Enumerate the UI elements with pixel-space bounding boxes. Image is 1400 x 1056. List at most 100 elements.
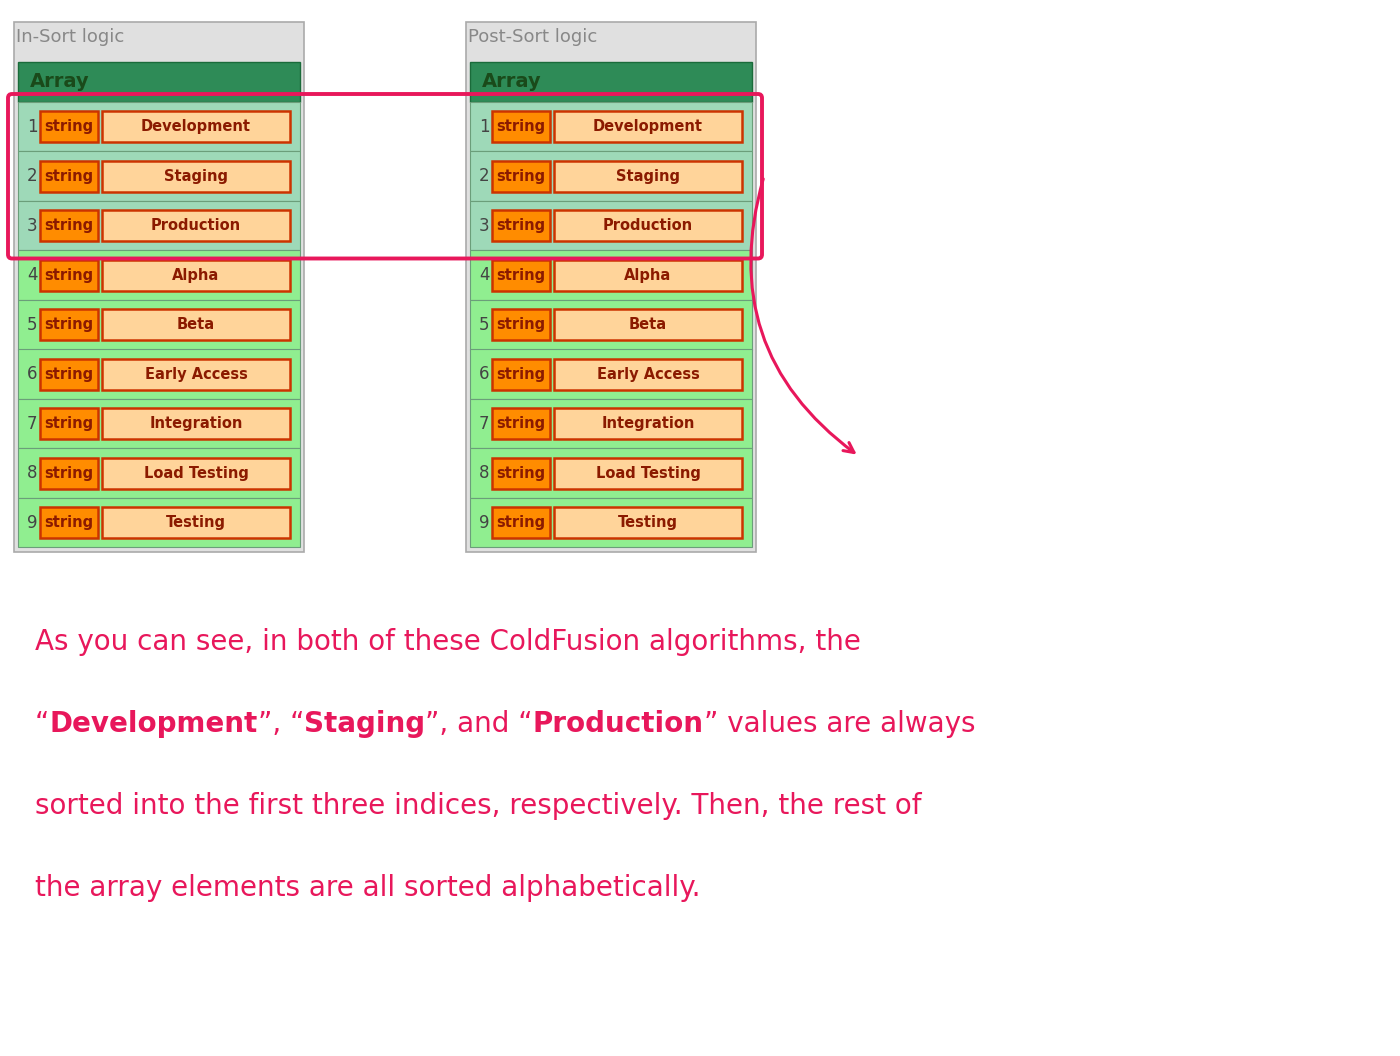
Bar: [554, 507, 742, 539]
Text: string: string: [497, 268, 546, 283]
Text: string: string: [45, 219, 94, 233]
Text: 9: 9: [27, 514, 38, 532]
Bar: [41, 309, 98, 340]
Text: string: string: [497, 366, 546, 382]
Text: Development: Development: [594, 119, 703, 134]
Bar: [554, 210, 742, 241]
Text: string: string: [45, 466, 94, 480]
Text: 6: 6: [479, 365, 490, 383]
Text: the array elements are all sorted alphabetically.: the array elements are all sorted alphab…: [35, 874, 700, 902]
Bar: [466, 22, 756, 552]
Text: 1: 1: [479, 118, 490, 136]
Bar: [491, 161, 550, 191]
Text: ”, “: ”, “: [258, 710, 304, 738]
Text: string: string: [45, 515, 94, 530]
Text: string: string: [497, 416, 546, 431]
Text: string: string: [497, 169, 546, 184]
Bar: [554, 309, 742, 340]
Text: Staging: Staging: [304, 710, 426, 738]
Text: 4: 4: [27, 266, 38, 284]
Bar: [491, 260, 550, 290]
Bar: [41, 409, 98, 439]
Text: “: “: [35, 710, 49, 738]
Bar: [102, 507, 290, 539]
Text: string: string: [497, 219, 546, 233]
Bar: [491, 309, 550, 340]
Bar: [491, 409, 550, 439]
Text: 9: 9: [479, 514, 490, 532]
Text: 6: 6: [27, 365, 38, 383]
Text: 7: 7: [479, 415, 490, 433]
Text: Production: Production: [603, 219, 693, 233]
Bar: [470, 250, 752, 300]
Text: Alpha: Alpha: [624, 268, 672, 283]
Text: Staging: Staging: [616, 169, 680, 184]
Bar: [554, 111, 742, 143]
Text: string: string: [45, 416, 94, 431]
Text: Beta: Beta: [629, 317, 666, 333]
Bar: [18, 498, 300, 547]
Text: ” values are always: ” values are always: [704, 710, 976, 738]
Bar: [554, 359, 742, 390]
Bar: [554, 458, 742, 489]
Bar: [491, 111, 550, 143]
Bar: [491, 210, 550, 241]
Bar: [470, 498, 752, 547]
Bar: [18, 62, 300, 102]
Bar: [102, 210, 290, 241]
Bar: [18, 449, 300, 498]
Text: string: string: [497, 515, 546, 530]
Text: 7: 7: [27, 415, 38, 433]
Bar: [14, 22, 304, 552]
Bar: [470, 151, 752, 201]
Text: Development: Development: [49, 710, 258, 738]
Text: As you can see, in both of these ColdFusion algorithms, the: As you can see, in both of these ColdFus…: [35, 628, 861, 656]
Bar: [41, 161, 98, 191]
Bar: [491, 359, 550, 390]
Bar: [18, 250, 300, 300]
Bar: [41, 359, 98, 390]
Text: Staging: Staging: [164, 169, 228, 184]
Bar: [18, 102, 300, 151]
Text: 5: 5: [479, 316, 490, 334]
Bar: [41, 260, 98, 290]
Text: Testing: Testing: [617, 515, 678, 530]
Bar: [102, 409, 290, 439]
Bar: [491, 507, 550, 539]
Text: Load Testing: Load Testing: [595, 466, 700, 480]
Bar: [102, 309, 290, 340]
Text: string: string: [45, 169, 94, 184]
Text: 2: 2: [27, 167, 38, 185]
Text: string: string: [45, 268, 94, 283]
Text: Testing: Testing: [167, 515, 225, 530]
Text: Production: Production: [533, 710, 704, 738]
Text: 1: 1: [27, 118, 38, 136]
Text: string: string: [45, 317, 94, 333]
Bar: [102, 111, 290, 143]
Text: Development: Development: [141, 119, 251, 134]
Text: Early Access: Early Access: [596, 366, 700, 382]
Text: Beta: Beta: [176, 317, 216, 333]
Text: 2: 2: [479, 167, 490, 185]
Text: string: string: [45, 119, 94, 134]
Bar: [554, 161, 742, 191]
Bar: [470, 102, 752, 151]
Text: 5: 5: [27, 316, 38, 334]
Bar: [41, 507, 98, 539]
Bar: [41, 111, 98, 143]
Text: 8: 8: [27, 465, 38, 483]
Text: Load Testing: Load Testing: [144, 466, 248, 480]
Bar: [18, 300, 300, 350]
Text: sorted into the first three indices, respectively. Then, the rest of: sorted into the first three indices, res…: [35, 792, 921, 821]
Bar: [18, 201, 300, 250]
Text: 3: 3: [27, 216, 38, 234]
Text: Array: Array: [482, 73, 542, 92]
Bar: [470, 350, 752, 399]
Bar: [491, 458, 550, 489]
Bar: [470, 62, 752, 102]
Text: string: string: [497, 119, 546, 134]
Text: Early Access: Early Access: [144, 366, 248, 382]
Bar: [18, 399, 300, 449]
Text: Production: Production: [151, 219, 241, 233]
Bar: [102, 458, 290, 489]
